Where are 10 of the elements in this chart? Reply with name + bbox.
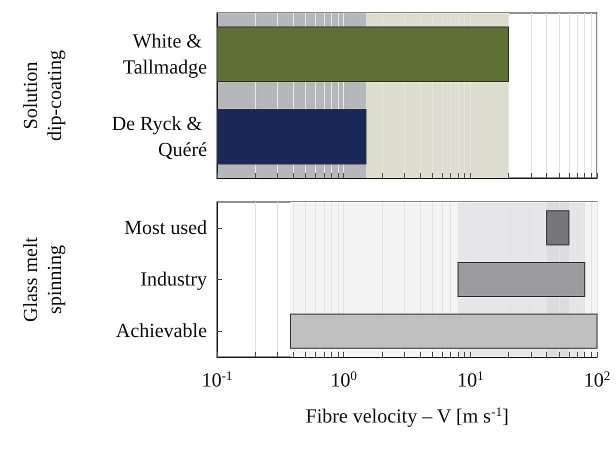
bar — [458, 262, 586, 298]
y-tick-label: De Ryck & Quéré — [112, 112, 208, 161]
y-tick-label: Industry — [140, 268, 207, 290]
y-tick-label: White & Tallmadge — [122, 30, 208, 78]
y-axis-title: Glass melt spinning — [20, 236, 66, 322]
y-tick-label: Achievable — [116, 320, 208, 342]
bar — [546, 210, 570, 246]
bar — [290, 314, 598, 349]
y-axis-title: Solution dip-coating — [20, 50, 66, 142]
y-tick-label: Most used — [124, 216, 207, 239]
